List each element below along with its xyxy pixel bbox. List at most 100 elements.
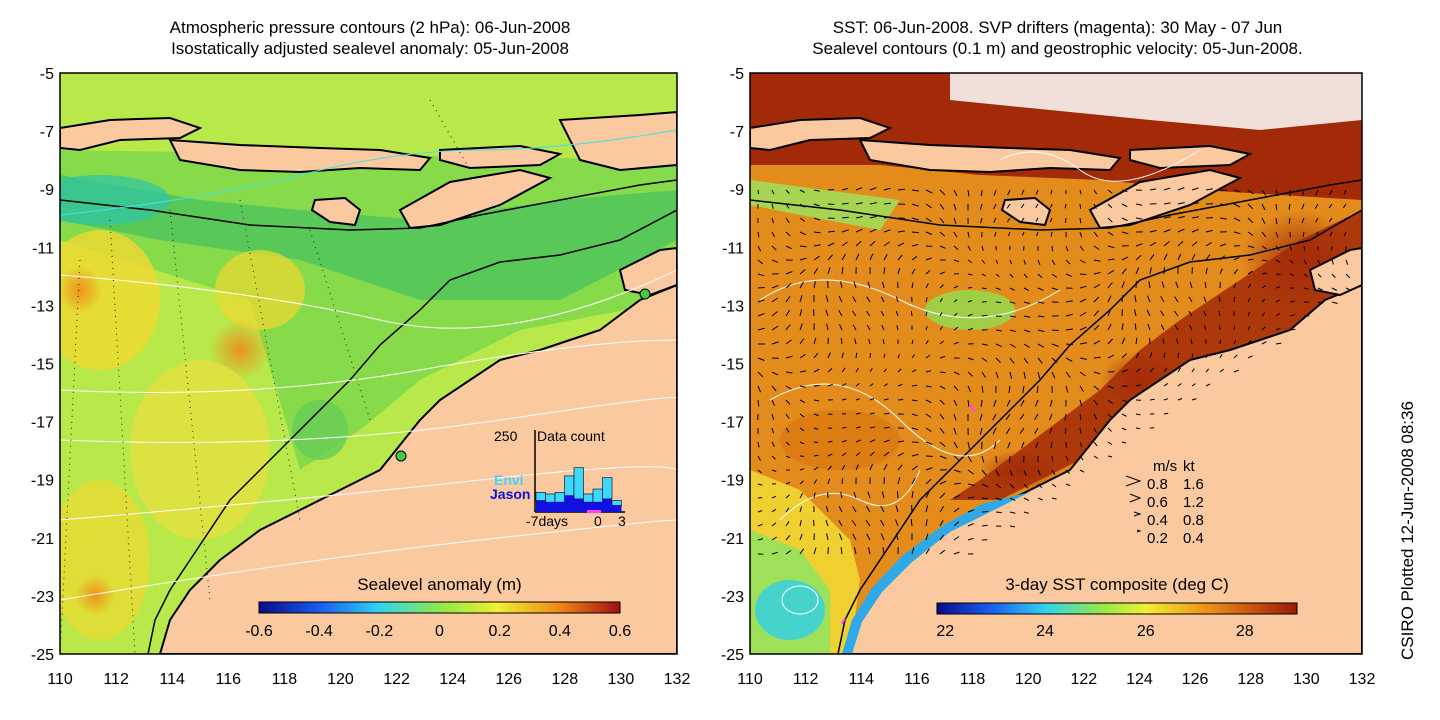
velocity-arrow	[883, 464, 888, 471]
velocity-arrow	[1247, 217, 1254, 223]
velocity-arrow	[1219, 217, 1227, 220]
velocity-arrow	[813, 352, 819, 359]
velocity-arrow	[925, 283, 929, 289]
velocity-arrow	[992, 427, 997, 435]
velocity-arrow	[799, 353, 806, 359]
velocity-arrow	[1107, 189, 1113, 194]
velocity-arrow	[1177, 228, 1185, 233]
velocity-arrow	[1302, 189, 1305, 197]
latitude-tick-label: -7	[730, 124, 744, 141]
longitude-tick-label: 124	[439, 671, 466, 688]
latitude-tick-label: -15	[31, 357, 54, 374]
velocity-arrow	[827, 453, 833, 457]
velocity-arrow	[1191, 202, 1199, 205]
velocity-arrow	[1009, 273, 1014, 278]
inset-bar-jason	[602, 498, 612, 512]
velocity-arrow	[953, 482, 961, 485]
right-map-frame	[749, 72, 1363, 655]
velocity-arrow	[895, 310, 899, 317]
velocity-arrow	[840, 491, 843, 499]
velocity-arrow	[979, 413, 983, 421]
velocity-arrow	[838, 295, 843, 303]
right-title-line2: Sealevel contours (0.1 m) and geostrophi…	[812, 39, 1303, 58]
velocity-arrow	[939, 455, 947, 460]
velocity-arrow	[838, 505, 843, 513]
velocity-arrow	[1079, 469, 1085, 473]
velocity-arrow	[1219, 368, 1225, 373]
velocity-arrow	[1149, 267, 1152, 275]
longitude-tick-label: 126	[1182, 671, 1209, 688]
velocity-arrow	[813, 309, 815, 317]
velocity-arrow	[1023, 511, 1030, 514]
velocity-arrow	[1177, 367, 1181, 373]
velocity-arrow	[1065, 469, 1070, 474]
velocity-arrow	[1191, 368, 1195, 373]
velocity-arrow	[883, 439, 890, 443]
velocity-arrow	[869, 215, 877, 219]
velocity-arrow	[1261, 298, 1266, 303]
velocity-arrow	[953, 536, 960, 541]
inset-xtick-start: -7days	[526, 513, 569, 529]
velocity-arrow	[1218, 296, 1221, 303]
velocity-arrow	[1051, 273, 1058, 278]
velocity-arrow	[967, 300, 973, 303]
velocity-arrow	[771, 371, 779, 376]
velocity-arrow	[1275, 299, 1280, 303]
velocity-arrow	[785, 521, 790, 527]
longitude-tick-label: 128	[1237, 671, 1264, 688]
velocity-header-kt: kt	[1183, 458, 1195, 475]
velocity-arrow	[1191, 253, 1196, 261]
velocity-arrow	[925, 297, 928, 303]
velocity-arrow	[1093, 259, 1101, 262]
velocity-arrow	[993, 217, 997, 223]
latitude-tick-label: -13	[721, 298, 744, 315]
velocity-arrow	[757, 327, 765, 331]
velocity-arrow	[883, 398, 889, 401]
velocity-arrow	[757, 189, 759, 195]
velocity-arrow	[1177, 240, 1184, 247]
left-title-line1: Atmospheric pressure contours (2 hPa): 0…	[169, 18, 571, 37]
velocity-arrow	[799, 399, 806, 404]
velocity-arrow	[785, 324, 791, 331]
velocity-arrow	[1093, 217, 1097, 224]
velocity-arrow	[1174, 296, 1179, 303]
velocity-arrow	[785, 507, 790, 513]
velocity-arrow	[1021, 189, 1025, 195]
longitude-tick-label: 124	[1126, 671, 1153, 688]
velocity-arrow	[1331, 301, 1338, 304]
velocity-arrow	[1302, 231, 1305, 237]
velocity-arrow	[883, 451, 890, 457]
velocity-arrow	[813, 454, 819, 457]
velocity-arrow	[1331, 273, 1336, 279]
sealevel-colorbar-tick: 0.6	[608, 623, 632, 640]
velocity-arrow	[1289, 314, 1296, 317]
velocity-arrow	[1160, 310, 1165, 317]
velocity-arrow	[1064, 217, 1067, 223]
velocity-arrow	[813, 267, 819, 275]
velocity-arrow	[883, 412, 890, 415]
velocity-arrow	[1247, 231, 1254, 236]
inset-bar-envi	[611, 500, 622, 506]
velocity-arrow	[1121, 399, 1128, 403]
velocity-arrow	[925, 548, 930, 555]
velocity-arrow	[953, 441, 958, 449]
velocity-arrow	[1093, 371, 1101, 375]
velocity-arrow	[1064, 203, 1067, 209]
longitude-tick-label: 110	[47, 671, 73, 688]
velocity-arrow	[771, 203, 774, 209]
velocity-arrow	[1275, 217, 1278, 225]
velocity-row-ms: 0.8	[1147, 476, 1168, 493]
velocity-arrow	[1107, 338, 1113, 345]
velocity-arrow	[757, 441, 760, 448]
velocity-arrow	[852, 296, 857, 303]
longitude-tick-label: 130	[608, 671, 635, 688]
velocity-arrow	[895, 505, 899, 513]
velocity-arrow	[771, 231, 776, 238]
velocity-arrow	[1177, 202, 1185, 205]
velocity-arrow	[771, 508, 777, 513]
velocity-arrow	[883, 229, 891, 233]
velocity-arrow	[1051, 245, 1054, 252]
velocity-arrow	[1205, 229, 1213, 233]
velocity-arrow	[1121, 189, 1128, 193]
velocity-arrow	[1331, 259, 1334, 265]
